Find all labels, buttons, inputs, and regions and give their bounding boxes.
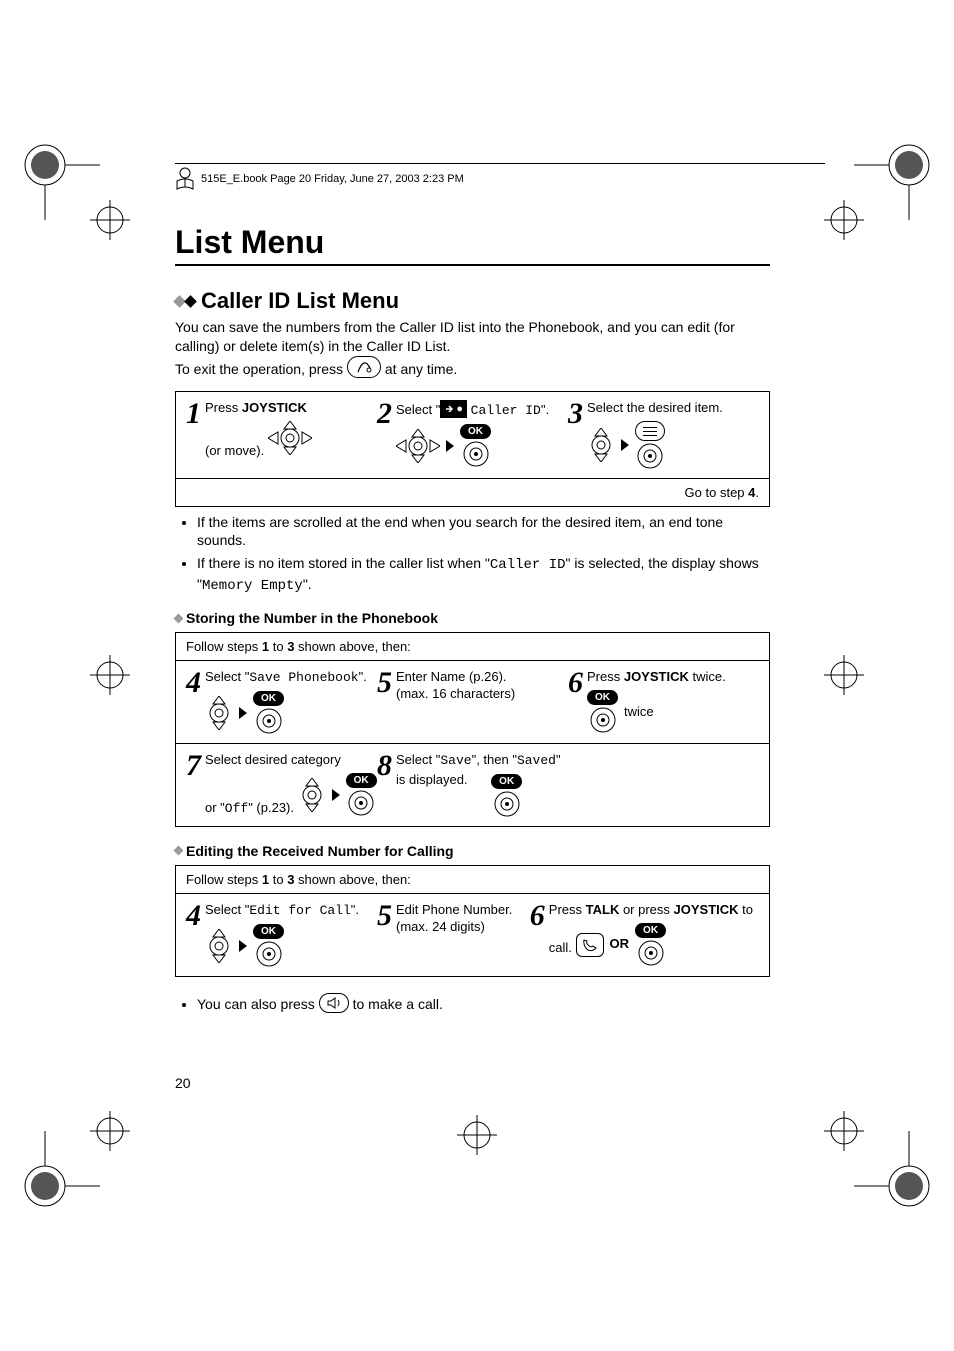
follow-steps-text: Follow steps 1 to 3 shown above, then: — [176, 633, 769, 661]
footnote-item: You can also press to make a call. — [197, 993, 770, 1014]
step-box-footer: Go to step 4. — [176, 478, 769, 506]
joystick-center-icon — [255, 707, 283, 735]
step-1: 1 Press JOYSTICK (or move). — [186, 400, 377, 470]
ok-label: OK — [346, 773, 377, 788]
crosshair-icon — [457, 1115, 497, 1155]
page-number: 20 — [175, 1075, 191, 1091]
step-7: 7 Select desired category or "Off" (p.23… — [186, 752, 377, 818]
page-header: 515E_E.book Page 20 Friday, June 27, 200… — [175, 163, 825, 191]
step-3: 3 Select the desired item. — [568, 400, 759, 470]
corner-decoration-tl — [20, 140, 100, 220]
step-4: 4 Select "Save Phonebook". OK — [186, 669, 377, 735]
step-2: 2 Select "● Caller ID". — [377, 400, 568, 470]
arrow-right-icon — [446, 440, 454, 452]
joystick-center-icon — [347, 789, 375, 817]
joystick-updown-icon — [298, 778, 326, 812]
joystick-center-icon — [462, 440, 490, 468]
ok-label: OK — [460, 424, 491, 439]
joystick-dpad-icon — [268, 421, 312, 455]
crosshair-icon — [824, 200, 864, 240]
arrow-right-icon — [239, 707, 247, 719]
step-6: 6 Press JOYSTICK twice. OK twice — [568, 669, 759, 735]
speakerphone-icon — [319, 993, 349, 1013]
book-icon — [175, 167, 195, 191]
ok-label: OK — [253, 924, 284, 939]
arrow-right-icon — [621, 439, 629, 451]
list-icon — [635, 421, 665, 441]
crosshair-icon — [824, 1111, 864, 1151]
note-item: If there is no item stored in the caller… — [197, 554, 770, 596]
header-text: 515E_E.book Page 20 Friday, June 27, 200… — [201, 173, 464, 185]
page-title: List Menu — [175, 224, 770, 266]
crosshair-icon — [90, 655, 130, 695]
editing-box: Follow steps 1 to 3 shown above, then: 4… — [175, 865, 770, 977]
joystick-center-icon — [255, 940, 283, 968]
section-heading: Caller ID List Menu — [175, 288, 770, 314]
ok-label: OK — [253, 691, 284, 706]
step-8: 8 Select "Save", then "Saved" is display… — [377, 752, 568, 818]
off-button-icon — [347, 356, 381, 378]
section-intro: You can save the numbers from the Caller… — [175, 318, 770, 379]
step-5: 5 Enter Name (p.26). (max. 16 characters… — [377, 669, 568, 735]
corner-decoration-bl — [20, 1131, 100, 1211]
joystick-updown-icon — [587, 428, 615, 462]
notes-list: If the items are scrolled at the end whe… — [175, 513, 770, 597]
joystick-updown-icon — [205, 696, 233, 730]
crosshair-icon — [90, 200, 130, 240]
step-4: 4 Select "Edit for Call". OK — [186, 902, 377, 968]
joystick-dpad-icon — [396, 429, 440, 463]
step-6: 6 Press TALK or press JOYSTICK to call. … — [530, 902, 759, 968]
twice-label: twice — [624, 704, 654, 721]
corner-decoration-tr — [854, 140, 934, 220]
joystick-center-icon — [493, 790, 521, 818]
crosshair-icon — [824, 655, 864, 695]
ok-label: OK — [635, 923, 666, 938]
subsection-heading: Editing the Received Number for Calling — [175, 843, 770, 859]
crosshair-icon — [90, 1111, 130, 1151]
section-heading-text: Caller ID List Menu — [201, 288, 399, 314]
joystick-updown-icon — [205, 929, 233, 963]
caller-id-icon: ● — [440, 400, 467, 418]
joystick-center-icon — [589, 706, 617, 734]
note-item: If the items are scrolled at the end whe… — [197, 513, 770, 551]
or-label: OR — [610, 936, 630, 953]
talk-button-icon — [576, 933, 604, 957]
joystick-center-icon — [637, 939, 665, 967]
arrow-right-icon — [332, 789, 340, 801]
step-5: 5 Edit Phone Number. (max. 24 digits) — [377, 902, 530, 968]
follow-steps-text: Follow steps 1 to 3 shown above, then: — [176, 866, 769, 894]
steps-box-main: 1 Press JOYSTICK (or move). — [175, 391, 770, 507]
footnote-list: You can also press to make a call. — [175, 993, 770, 1014]
corner-decoration-br — [854, 1131, 934, 1211]
joystick-center-icon — [636, 442, 664, 470]
storing-box: Follow steps 1 to 3 shown above, then: 4… — [175, 632, 770, 827]
arrow-right-icon — [239, 940, 247, 952]
ok-label: OK — [587, 690, 618, 705]
ok-label: OK — [491, 774, 522, 789]
subsection-heading: Storing the Number in the Phonebook — [175, 610, 770, 626]
